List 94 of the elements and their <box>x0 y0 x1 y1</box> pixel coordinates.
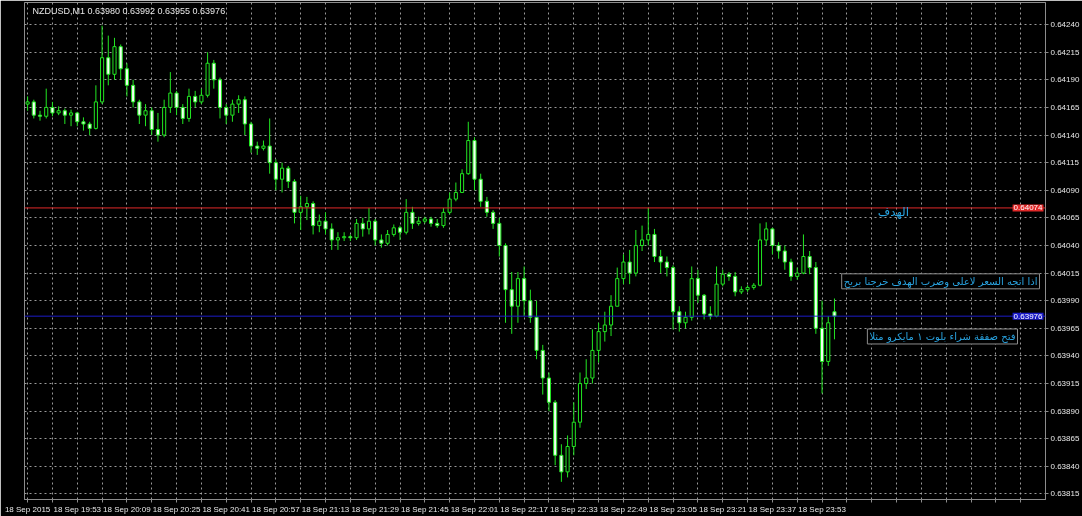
candlestick <box>155 112 160 143</box>
x-tick-label: 18 Sep 22:01 <box>450 504 499 514</box>
y-tick-label: 0.64015 <box>1050 268 1080 278</box>
candlestick <box>37 110 43 122</box>
candlestick <box>149 106 154 136</box>
candlestick <box>224 103 229 125</box>
ref-line-label: 0.63976 <box>1013 311 1044 321</box>
candlestick <box>273 158 278 191</box>
candlestick <box>69 109 74 127</box>
x-tick-label: 18 Sep 20:09 <box>103 504 152 514</box>
candlestick <box>131 79 136 108</box>
y-tick-label: 0.64140 <box>1050 130 1080 140</box>
annotation: الهدف <box>877 205 910 220</box>
candlestick <box>441 207 446 229</box>
candlestick <box>509 271 514 335</box>
y-tick-label: 0.64090 <box>1050 185 1080 195</box>
y-tick-label: 0.64115 <box>1050 158 1080 168</box>
candlestick <box>329 222 334 251</box>
x-tick-label: 18 Sep 21:45 <box>401 504 450 514</box>
candlestick <box>497 217 502 258</box>
candlestick <box>460 168 465 193</box>
candlestick <box>832 297 837 340</box>
candlestick <box>491 209 496 230</box>
candlestick <box>180 103 185 125</box>
candlestick <box>304 196 309 221</box>
candlestick <box>342 231 347 242</box>
y-tick-label: 0.63965 <box>1050 323 1080 333</box>
y-tick-label: 0.64065 <box>1050 213 1080 223</box>
y-tick-label: 0.64215 <box>1050 47 1080 57</box>
candlestick <box>118 43 123 81</box>
candlestick <box>248 121 254 154</box>
y-tick-label: 0.63990 <box>1050 296 1080 306</box>
candlestick <box>44 88 49 119</box>
x-tick-label: 18 Sep 20:57 <box>252 504 301 514</box>
x-tick-label: 18 Sep 21:29 <box>351 504 400 514</box>
candlestick <box>664 256 669 277</box>
candlestick <box>695 269 700 304</box>
x-tick-label: 18 Sep 20:41 <box>202 504 251 514</box>
x-tick-label: 18 Sep 20:25 <box>152 504 201 514</box>
candlestick <box>782 244 787 271</box>
x-tick-label: 18 Sep 22:33 <box>549 504 599 514</box>
candlestick <box>106 35 111 86</box>
x-tick-label: 18 Sep 21:13 <box>301 504 350 514</box>
candlestick <box>360 217 365 238</box>
candlestick <box>230 99 235 123</box>
y-tick-label: 0.63890 <box>1050 406 1080 416</box>
candlestick <box>596 322 601 364</box>
x-tick-label: 18 Sep 23:37 <box>748 504 797 514</box>
candlestick <box>528 289 533 324</box>
y-tick-label: 0.63840 <box>1050 461 1080 471</box>
candlestick <box>453 182 458 202</box>
y-tick-label: 0.64240 <box>1050 20 1080 30</box>
candlestick <box>608 294 614 337</box>
candlestick <box>397 225 403 241</box>
candlestick <box>373 218 378 246</box>
candlestick <box>335 231 340 251</box>
candlestick <box>584 358 589 390</box>
candlestick <box>447 191 452 216</box>
x-tick-label: 18 Sep 22:17 <box>500 504 549 514</box>
ref-line-label: 0.64074 <box>1013 203 1044 213</box>
y-tick-label: 0.63815 <box>1050 489 1080 499</box>
annotation: اذا اتجه السعر لاعلى وضرب الهدف خرجنا بربح <box>843 275 1038 288</box>
x-tick-label: 18 Sep 23:53 <box>798 504 847 514</box>
y-tick-label: 0.63865 <box>1050 434 1080 444</box>
x-tick-label: 18 Sep 19:53 <box>53 504 102 514</box>
candlestick <box>726 271 732 282</box>
candlestick <box>366 207 372 235</box>
y-tick-label: 0.63915 <box>1050 379 1080 389</box>
x-tick-label: 18 Sep 23:21 <box>698 504 748 514</box>
y-tick-label: 0.63940 <box>1050 351 1080 361</box>
candlestick <box>702 293 707 320</box>
candlestick <box>733 271 738 297</box>
candlestick <box>478 173 483 208</box>
candlestick <box>404 198 409 235</box>
y-tick-label: 0.64190 <box>1050 75 1080 85</box>
x-tick-label: 18 Sep 23:05 <box>649 504 698 514</box>
candlestick <box>646 207 651 246</box>
candlestick <box>286 165 291 189</box>
candlestick <box>788 258 794 282</box>
candlestick <box>31 99 36 119</box>
annotation: فتح صفقة شراء بلوت ١ مايكرو مثلا <box>869 330 1016 343</box>
candlestick <box>764 221 769 246</box>
y-tick-label: 0.64165 <box>1050 102 1080 112</box>
candlestick <box>280 162 285 193</box>
candlestick <box>124 62 129 97</box>
candlestick <box>211 59 216 90</box>
candlestick <box>602 311 607 343</box>
chart-title: NZDUSD,M1 0.63980 0.63992 0.63955 0.63976 <box>32 5 226 16</box>
candlestick <box>640 225 645 252</box>
candlestick <box>522 265 527 317</box>
x-tick-label: 18 Sep 22:49 <box>599 504 648 514</box>
candlestick <box>186 88 192 123</box>
x-tick-label: 18 Sep 2015 <box>4 504 51 514</box>
y-tick-label: 0.64040 <box>1050 240 1080 250</box>
